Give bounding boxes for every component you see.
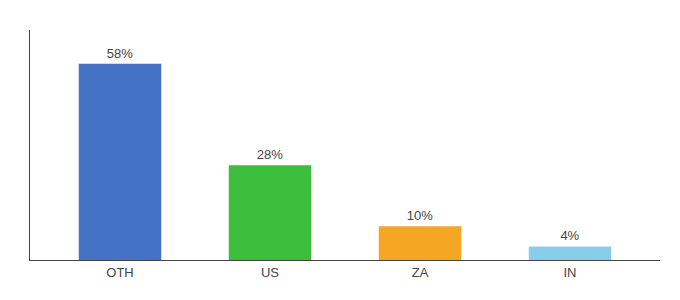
svg-text:ZA: ZA [412, 265, 429, 280]
svg-text:US: US [261, 265, 279, 280]
svg-text:IN: IN [564, 265, 577, 280]
svg-text:4%: 4% [560, 228, 579, 243]
svg-text:58%: 58% [107, 46, 133, 61]
svg-text:10%: 10% [407, 208, 433, 223]
svg-text:28%: 28% [257, 147, 283, 162]
svg-text:OTH: OTH [106, 265, 133, 280]
